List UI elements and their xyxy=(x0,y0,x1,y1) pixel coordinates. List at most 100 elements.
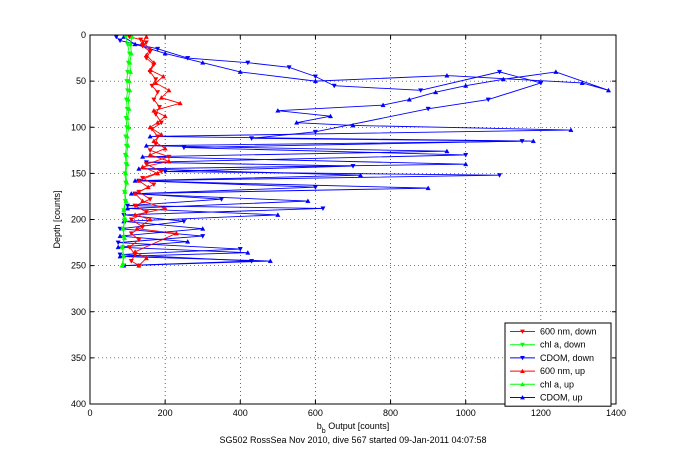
data-point xyxy=(553,69,559,74)
data-point xyxy=(122,216,128,222)
data-point xyxy=(123,170,129,176)
data-point xyxy=(128,69,134,74)
data-point xyxy=(136,178,142,183)
data-point xyxy=(327,113,333,119)
data-point xyxy=(136,237,142,243)
x-axis-label: bb Output [counts] xyxy=(317,421,389,435)
data-point xyxy=(147,197,153,202)
data-point xyxy=(538,81,544,86)
data-point xyxy=(463,161,469,167)
data-point xyxy=(155,120,161,125)
data-point xyxy=(151,97,157,103)
data-point xyxy=(155,170,161,176)
data-point xyxy=(312,74,318,80)
data-point xyxy=(124,179,130,185)
data-point xyxy=(158,169,164,175)
data-point xyxy=(496,69,503,75)
legend-marker xyxy=(520,381,525,387)
data-point xyxy=(145,184,151,190)
data-point xyxy=(132,41,138,47)
data-point xyxy=(140,39,146,45)
data-point xyxy=(350,164,356,169)
data-point xyxy=(312,129,318,135)
y-tick-label: 150 xyxy=(71,168,86,178)
data-point xyxy=(122,235,128,240)
data-point xyxy=(143,255,149,261)
data-point xyxy=(134,226,140,231)
data-point xyxy=(132,191,138,196)
data-point xyxy=(463,152,469,158)
x-tick-label: 1000 xyxy=(456,408,476,418)
legend-entry: 600 nm, down xyxy=(510,327,597,337)
data-point xyxy=(119,263,125,268)
legend-label: 600 nm, down xyxy=(540,327,597,337)
data-point xyxy=(166,87,172,93)
data-point xyxy=(151,138,157,144)
data-point xyxy=(128,50,134,56)
data-point xyxy=(162,205,168,211)
data-point xyxy=(129,34,135,39)
data-point xyxy=(463,83,469,88)
legend-entry: chl a, up xyxy=(510,379,574,389)
series-line xyxy=(133,36,182,266)
data-point xyxy=(128,41,134,47)
x-tick-label: 1200 xyxy=(531,408,551,418)
data-point xyxy=(147,67,153,73)
y-tick-label: 250 xyxy=(71,261,86,271)
data-point xyxy=(136,166,142,171)
data-point xyxy=(444,148,450,154)
data-point xyxy=(267,258,273,263)
data-point xyxy=(237,247,243,252)
data-point xyxy=(128,259,134,264)
data-point xyxy=(143,52,149,58)
data-point xyxy=(140,154,146,159)
data-point xyxy=(126,106,132,111)
data-point xyxy=(128,217,134,223)
data-point xyxy=(136,263,142,268)
data-point xyxy=(147,216,153,222)
data-point xyxy=(120,226,126,231)
data-point xyxy=(132,249,138,254)
data-point xyxy=(147,148,153,153)
data-point xyxy=(173,230,179,236)
data-point xyxy=(153,80,159,85)
data-point xyxy=(425,185,431,191)
data-point xyxy=(125,143,131,148)
data-point xyxy=(128,191,134,196)
data-point xyxy=(140,164,146,169)
series-chl-a-up xyxy=(119,34,135,268)
data-point xyxy=(485,97,491,103)
data-point xyxy=(568,127,574,132)
data-point xyxy=(418,88,424,93)
data-point xyxy=(153,77,159,82)
data-point xyxy=(147,124,153,130)
x-tick-label: 400 xyxy=(233,408,248,418)
legend-label: chl a, down xyxy=(540,340,586,350)
x-axis-label-rest: Output [counts] xyxy=(326,421,390,431)
y-tick-label: 0 xyxy=(81,30,86,40)
data-point xyxy=(320,206,326,212)
data-point xyxy=(500,76,506,82)
data-point xyxy=(305,198,311,204)
data-point xyxy=(158,132,164,137)
data-point xyxy=(125,69,131,75)
data-point xyxy=(530,138,536,144)
data-point xyxy=(126,78,132,84)
legend-marker xyxy=(520,368,525,374)
data-point xyxy=(286,65,292,70)
data-point xyxy=(125,96,131,102)
legend-label: 600 nm, up xyxy=(540,366,585,376)
data-point xyxy=(200,226,206,231)
data-point xyxy=(138,37,144,43)
legend-box xyxy=(504,322,612,407)
data-point xyxy=(162,145,168,151)
y-tick-label: 50 xyxy=(76,76,86,86)
data-point xyxy=(350,122,356,128)
tick-layer: 0 200 400 600 800 1000 1200 1400 0 50 100 150 200 250… xyxy=(71,30,626,418)
data-point xyxy=(147,46,153,51)
data-point xyxy=(143,40,149,45)
data-point xyxy=(245,60,251,66)
data-point xyxy=(331,83,337,89)
data-point xyxy=(132,178,138,183)
